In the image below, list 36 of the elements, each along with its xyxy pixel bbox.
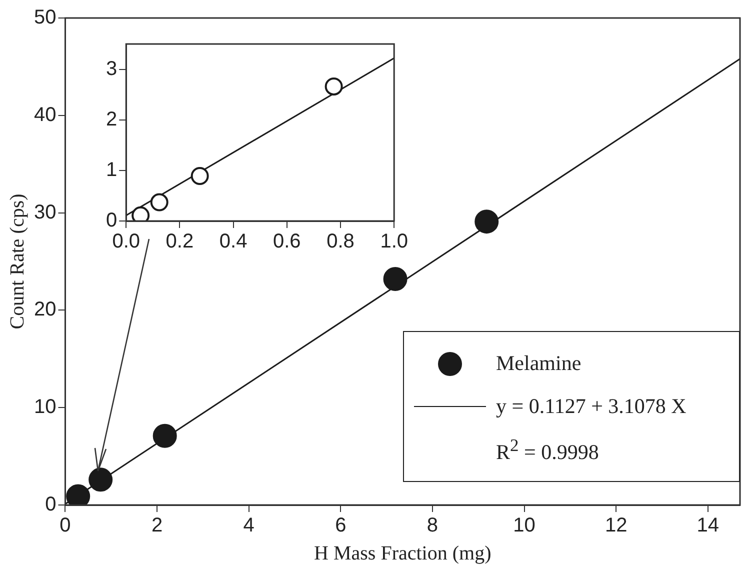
x-tick-label: 8 [426,514,438,537]
x-tick-label: 14 [696,514,719,537]
x-tick-label: 0.4 [219,230,248,253]
x-tick-label: 0 [60,514,71,537]
x-tick-label: 4 [243,514,254,537]
x-tick-label: 2 [151,514,163,537]
annotation: R$^{2}$ = 0.9998 [496,434,599,464]
x-tick-label: 1.0 [380,230,408,253]
point [152,424,177,448]
y-tick-label: 2 [106,108,118,130]
y-tick-label: 10 [34,396,56,418]
y-tick-label: 0 [106,210,118,232]
x-axis-title: H Mass Fraction (mg) [314,542,492,564]
x-tick-label: 12 [604,514,628,537]
y-tick-label: 50 [34,6,56,29]
point [88,468,113,492]
x-tick-label: 0.8 [326,230,354,253]
y-tick-label: 0 [45,494,56,516]
y-tick-label: 40 [34,104,56,126]
y-tick-label: 20 [34,298,56,321]
y-axis-title: Count Rate (cps) [6,194,28,330]
x-tick-label: 0.0 [112,230,140,253]
y-tick-label: 30 [34,201,56,224]
x-tick-label: 6 [335,514,346,537]
x-tick-label: 0.6 [273,230,301,253]
x-tick-label: 0.2 [166,230,194,253]
point [150,193,168,212]
x-tick-label: 10 [513,514,536,537]
y-tick-label: 3 [106,58,118,80]
point [190,166,209,185]
point [474,210,499,234]
point [383,267,408,292]
y-tick-label: 1 [106,158,118,181]
legend-label: y = 0.1127 + 3.1078 X [496,394,686,419]
point [324,77,343,96]
legend-label: Melamine [496,351,582,376]
